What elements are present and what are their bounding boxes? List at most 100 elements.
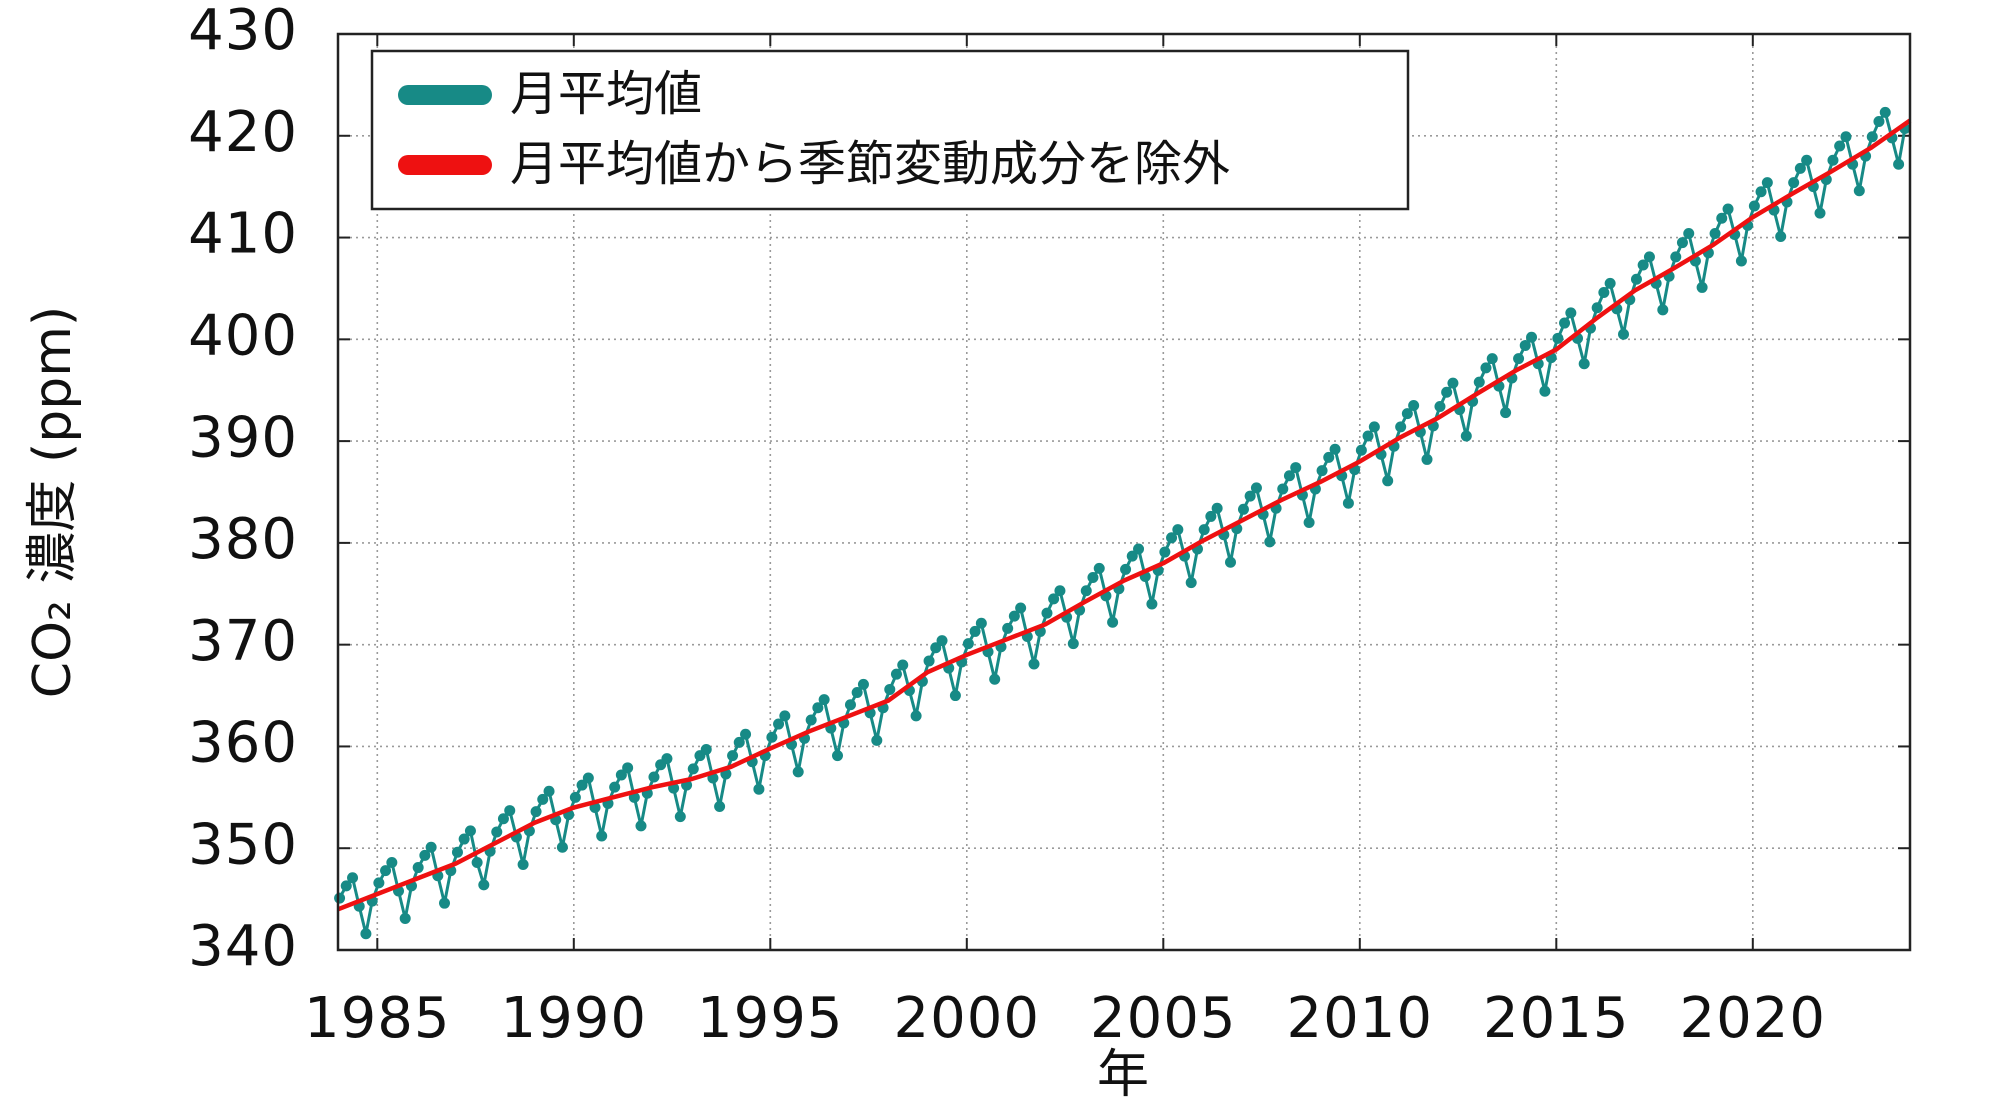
data-point: [648, 771, 660, 783]
data-point: [733, 736, 745, 748]
data-point: [1604, 277, 1616, 289]
data-point: [1696, 281, 1708, 293]
data-point: [1709, 227, 1721, 239]
data-point: [373, 877, 385, 889]
data-point: [340, 880, 352, 892]
data-point: [1342, 497, 1354, 509]
data-point: [1735, 255, 1747, 267]
data-point: [1133, 543, 1145, 555]
data-point: [425, 841, 437, 853]
data-point: [812, 702, 824, 714]
data-point: [818, 694, 830, 706]
data-point: [832, 750, 844, 762]
data-point: [1486, 353, 1498, 365]
data-point: [615, 769, 627, 781]
data-point: [661, 753, 673, 765]
series-line: [337, 118, 1912, 912]
data-point: [1618, 328, 1630, 340]
data-point: [334, 892, 346, 904]
data-point: [347, 872, 359, 884]
data-point: [930, 642, 942, 654]
data-point: [714, 800, 726, 812]
data-point: [1303, 517, 1315, 529]
y-tick-label: 350: [188, 812, 298, 877]
data-point: [936, 635, 948, 647]
data-point: [556, 841, 568, 853]
data-point: [1578, 358, 1590, 370]
data-point: [1362, 430, 1374, 442]
data-point: [576, 779, 588, 791]
x-tick-label: 2005: [1090, 986, 1237, 1051]
y-tick-label: 360: [188, 711, 298, 776]
data-point: [596, 830, 608, 842]
data-point: [1788, 177, 1800, 189]
data-point: [530, 806, 542, 818]
x-tick-label: 1995: [697, 986, 844, 1051]
data-point: [1225, 556, 1237, 568]
data-point: [1559, 317, 1571, 329]
plot-frame: [336, 32, 1912, 952]
data-point: [687, 763, 699, 775]
data-point: [1716, 212, 1728, 224]
data-point: [1002, 622, 1014, 634]
data-point: [1054, 585, 1066, 597]
data-point: [1237, 503, 1249, 515]
data-point: [1172, 524, 1184, 536]
data-point: [857, 678, 869, 690]
data-point: [419, 849, 431, 861]
data-point: [1146, 598, 1158, 610]
x-tick-label: 2015: [1483, 986, 1630, 1051]
x-tick-label: 2010: [1287, 986, 1434, 1051]
data-point: [700, 743, 712, 755]
data-point: [1015, 602, 1027, 614]
data-point: [1473, 376, 1485, 388]
x-tick-label: 1990: [501, 986, 648, 1051]
data-point: [1873, 116, 1885, 128]
data-point: [1637, 259, 1649, 271]
legend-box: [370, 49, 1410, 211]
x-tick-label: 1985: [304, 986, 451, 1051]
data-point: [1853, 185, 1865, 197]
data-point: [1460, 430, 1472, 442]
data-point: [451, 846, 463, 858]
data-point: [1441, 386, 1453, 398]
data-point: [380, 865, 392, 877]
data-point: [497, 813, 509, 825]
data-point: [884, 683, 896, 695]
data-point: [805, 714, 817, 726]
data-point: [897, 659, 909, 671]
data-point: [1480, 362, 1492, 374]
data-point: [1041, 607, 1053, 619]
data-point: [582, 772, 594, 784]
data-point: [975, 617, 987, 629]
series-line: [338, 110, 1907, 936]
legend-label: 月平均値から季節変動成分を除外: [510, 136, 1230, 192]
data-point: [779, 710, 791, 722]
data-point: [360, 928, 372, 940]
data-point: [491, 826, 503, 838]
data-point: [1657, 304, 1669, 316]
data-point: [1028, 658, 1040, 670]
data-point: [1166, 532, 1178, 544]
data-point: [1355, 444, 1367, 456]
data-point: [1080, 585, 1092, 597]
data-point: [1500, 407, 1512, 419]
data-point: [766, 731, 778, 743]
data-point: [412, 862, 424, 874]
data-point: [1205, 510, 1217, 522]
data-point: [1670, 251, 1682, 263]
data-point: [622, 762, 634, 774]
data-point: [844, 699, 856, 711]
data-point: [399, 912, 411, 924]
data-point: [1244, 490, 1256, 502]
data-point: [1761, 177, 1773, 189]
legend-label: 月平均値: [510, 66, 702, 122]
data-point: [1126, 550, 1138, 562]
data-point: [635, 820, 647, 832]
x-tick-label: 2000: [894, 986, 1041, 1051]
data-point: [439, 897, 451, 909]
y-tick-label: 400: [188, 303, 298, 368]
y-tick-label: 340: [188, 914, 298, 979]
